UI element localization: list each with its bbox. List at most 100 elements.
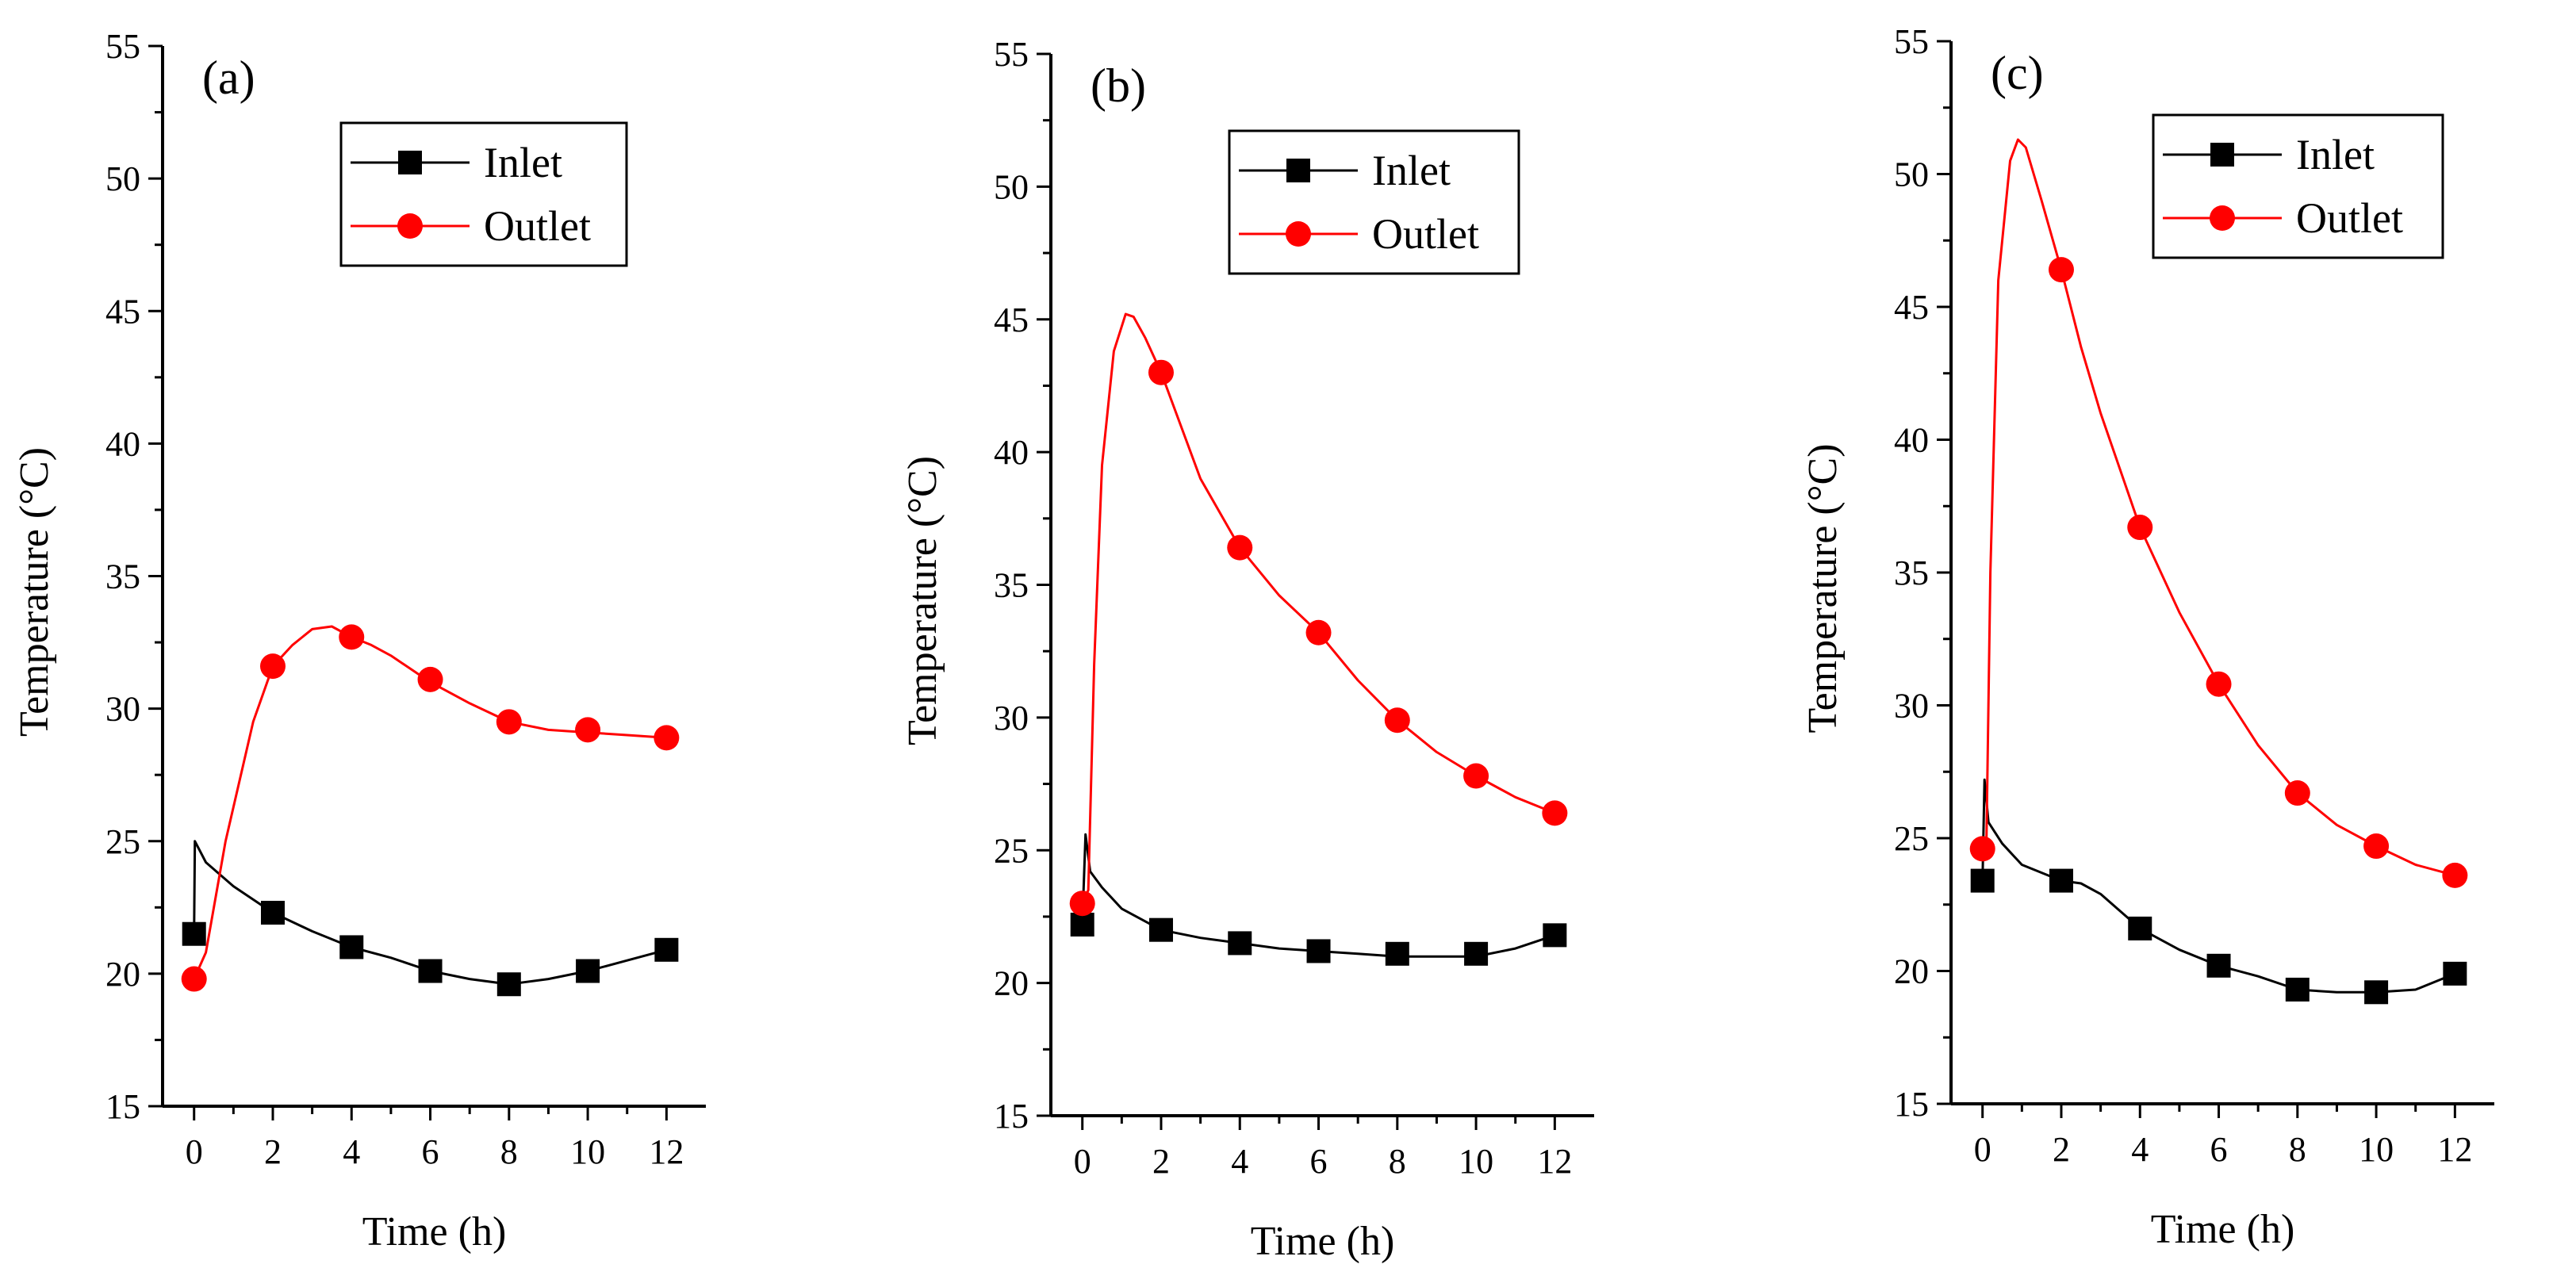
y-tick-label: 45: [994, 301, 1029, 339]
inlet-point: [1070, 912, 1094, 937]
legend: Inlet Outlet: [339, 121, 628, 267]
panel-label: (c): [1991, 47, 2044, 99]
inlet-point: [654, 937, 679, 962]
outlet-point: [1069, 891, 1095, 917]
legend-label-inlet: Inlet: [2296, 131, 2375, 178]
x-tick-label: 8: [500, 1132, 518, 1171]
panel-label: (a): [202, 52, 255, 104]
x-axis-title: Time (h): [362, 1209, 507, 1254]
x-tick-label: 6: [1310, 1142, 1328, 1181]
y-tick-label: 50: [105, 159, 140, 198]
x-tick-label: 6: [422, 1132, 439, 1171]
y-tick-label: 55: [994, 35, 1029, 74]
series-line-outlet: [1981, 138, 2455, 877]
legend-square-marker: [398, 151, 422, 174]
x-tick-label: 10: [570, 1132, 605, 1171]
x-tick-label: 4: [2131, 1130, 2149, 1169]
y-tick-label: 55: [105, 27, 140, 66]
inlet-point: [496, 972, 521, 997]
y-tick-label: 45: [105, 292, 140, 331]
inlet-point: [2364, 980, 2389, 1005]
y-tick-label: 40: [105, 424, 140, 463]
y-tick-label: 15: [105, 1087, 140, 1126]
inlet-point: [2049, 868, 2073, 893]
x-tick-label: 12: [1537, 1142, 1572, 1181]
outlet-point: [1969, 836, 1995, 862]
outlet-point: [2127, 515, 2153, 541]
legend: Inlet Outlet: [2152, 113, 2444, 259]
x-tick-label: 0: [1074, 1142, 1091, 1181]
inlet-point: [418, 959, 443, 983]
inlet-point: [182, 921, 206, 946]
outlet-point: [417, 666, 443, 692]
x-axis-title: Time (h): [2151, 1207, 2295, 1252]
outlet-point: [2442, 862, 2468, 888]
y-tick-label: 55: [1894, 22, 1929, 61]
x-tick-label: 10: [2359, 1130, 2394, 1169]
x-tick-label: 8: [1389, 1142, 1406, 1181]
outlet-point: [1384, 707, 1410, 734]
panel-label: (b): [1091, 59, 1146, 112]
inlet-point: [1228, 931, 1252, 956]
x-tick-label: 8: [2289, 1130, 2306, 1169]
x-tick-label: 12: [649, 1132, 684, 1171]
legend: Inlet Outlet: [1228, 129, 1520, 275]
legend-label-outlet: Outlet: [1372, 210, 1479, 258]
x-tick-label: 4: [343, 1132, 360, 1171]
y-tick-label: 15: [1894, 1085, 1929, 1124]
inlet-point: [2206, 953, 2231, 978]
legend-circle-marker: [2210, 205, 2235, 231]
outlet-point: [496, 709, 522, 735]
outlet-point: [575, 717, 601, 743]
outlet-point: [1463, 763, 1489, 789]
y-tick-label: 20: [994, 964, 1029, 1003]
x-tick-label: 0: [186, 1132, 203, 1171]
y-tick-label: 40: [994, 433, 1029, 472]
inlet-point: [1970, 868, 1995, 893]
inlet-point: [2285, 977, 2310, 1002]
outlet-point: [654, 725, 680, 751]
y-tick-label: 30: [994, 699, 1029, 737]
outlet-point: [1148, 359, 1174, 385]
x-axis-title: Time (h): [1251, 1219, 1395, 1264]
inlet-point: [260, 900, 285, 925]
y-tick-label: 35: [994, 566, 1029, 605]
legend-circle-marker: [397, 213, 423, 239]
legend-square-marker: [2210, 143, 2234, 167]
legend-box: [2152, 113, 2444, 259]
series-line-inlet: [1081, 833, 1555, 958]
y-tick-label: 35: [105, 557, 140, 596]
y-tick-label: 35: [1894, 553, 1929, 592]
x-tick-label: 4: [1231, 1142, 1248, 1181]
y-tick-label: 15: [994, 1097, 1029, 1136]
outlet-point: [2284, 780, 2310, 806]
inlet-point: [1385, 941, 1409, 966]
y-tick-label: 45: [1894, 288, 1929, 327]
x-tick-label: 2: [1152, 1142, 1170, 1181]
y-axis-title: Temperature (°C): [12, 447, 57, 737]
legend-label-inlet: Inlet: [484, 139, 562, 186]
inlet-point: [339, 935, 364, 960]
y-tick-label: 30: [1894, 687, 1929, 726]
legend-label-outlet: Outlet: [484, 202, 591, 250]
y-axis-title: Temperature (°C): [900, 456, 945, 745]
chart-panel-3: 15 20 25 30 35 40 45 50 55 0 2 4 6 8 10 12 Time (h) Tempe…: [1800, 22, 2494, 1252]
outlet-point: [1305, 619, 1332, 645]
inlet-point: [1543, 923, 1567, 948]
inlet-point: [576, 959, 600, 983]
inlet-point: [1464, 941, 1489, 966]
y-axis-title: Temperature (°C): [1800, 443, 1846, 733]
y-tick-label: 25: [1894, 819, 1929, 858]
x-tick-label: 10: [1459, 1142, 1493, 1181]
outlet-point: [2206, 671, 2232, 697]
y-tick-label: 30: [105, 690, 140, 729]
inlet-point: [1306, 939, 1331, 963]
x-tick-label: 12: [2437, 1130, 2472, 1169]
x-tick-label: 2: [264, 1132, 282, 1171]
outlet-point: [2363, 833, 2390, 860]
chart-panel-2: 15 20 25 30 35 40 45 50 55 0 2 4 6 8 10 12 Time (h) Tempe…: [900, 35, 1594, 1264]
legend-box: [1228, 129, 1520, 275]
x-tick-label: 6: [2210, 1130, 2228, 1169]
y-tick-label: 20: [105, 955, 140, 994]
